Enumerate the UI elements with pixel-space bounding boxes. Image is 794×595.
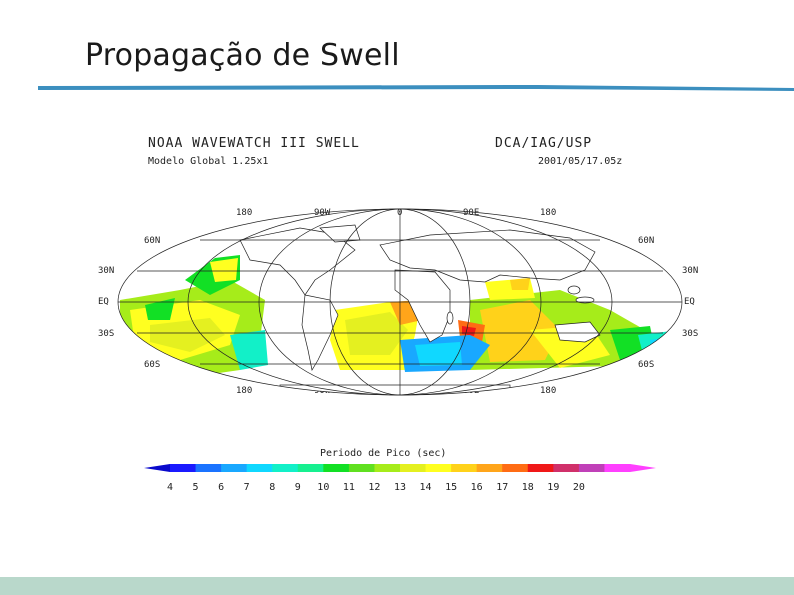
lat-label-right: 30N (682, 266, 699, 276)
colorbar-swatch (348, 464, 375, 472)
colorbar-tick-label: 14 (420, 482, 432, 493)
graticule (117, 208, 683, 396)
footer-band (0, 577, 794, 595)
lon-label-top: 180 (236, 208, 253, 218)
slide-title: Propagação de Swell (85, 38, 400, 73)
colorbar-swatch (476, 464, 503, 472)
colorbar-swatch (170, 464, 197, 472)
map-header-right: DCA/IAG/USP (495, 136, 593, 151)
lat-label-left: 60S (144, 360, 161, 370)
colorbar-arrow-left (144, 464, 170, 472)
colorbar-swatch (323, 464, 350, 472)
colorbar-swatch (195, 464, 222, 472)
lon-label-top: 180 (540, 208, 557, 218)
colorbar-swatch (451, 464, 478, 472)
colorbar-swatch (578, 464, 605, 472)
colorbar-tick-label: 8 (269, 482, 275, 493)
swell-field-pacific-north (185, 255, 240, 295)
colorbar-swatch (400, 464, 427, 472)
colorbar-arrow-right (630, 464, 656, 472)
world-map (117, 208, 683, 396)
colorbar-swatch (425, 464, 452, 472)
colorbar-swatch (527, 464, 554, 472)
colorbar-tick-label: 16 (471, 482, 483, 493)
colorbar-tick-label: 18 (522, 482, 534, 493)
map-model-label: Modelo Global 1.25x1 (148, 156, 269, 167)
swell-field-atlantic (330, 300, 422, 370)
colorbar-swatch (553, 464, 580, 472)
colorbar-tick-label: 17 (496, 482, 508, 493)
colorbar-tick-label: 19 (547, 482, 559, 493)
colorbar: 4 5 6 7 8 9 10 11 12 13 14 15 16 17 18 19 20 (144, 464, 656, 493)
colorbar-tick-label: 6 (218, 482, 224, 493)
colorbar-swatch (604, 464, 631, 472)
colorbar-swatch (297, 464, 324, 472)
swell-field-north-indian (485, 278, 535, 300)
colorbar-tick-label: 7 (244, 482, 250, 493)
colorbar-title: Periodo de Pico (sec) (320, 448, 447, 459)
title-divider (38, 85, 794, 91)
colorbar-tick-label: 10 (317, 482, 329, 493)
lat-label-left: 30S (98, 329, 115, 339)
lat-label-right: 30S (682, 329, 699, 339)
lat-label-right: 60N (638, 236, 655, 246)
swell-field-pacific-south (120, 280, 268, 380)
colorbar-swatch (272, 464, 299, 472)
lat-label-right: 60S (638, 360, 655, 370)
lon-label-bottom: 180 (236, 386, 253, 396)
map-datetime: 2001/05/17.05z (538, 156, 623, 167)
colorbar-tick-label: 5 (193, 482, 199, 493)
colorbar-tick-label: 12 (368, 482, 380, 493)
lat-label-left: 30N (98, 266, 115, 276)
colorbar-swatch (374, 464, 401, 472)
map-header-left: NOAA WAVEWATCH III SWELL (148, 136, 360, 151)
swell-figure: NOAA WAVEWATCH III SWELL DCA/IAG/USP Mod… (90, 130, 710, 500)
colorbar-tick-label: 13 (394, 482, 406, 493)
colorbar-tick-label: 15 (445, 482, 457, 493)
lat-label-right: EQ (684, 297, 695, 307)
colorbar-tick-label: 9 (295, 482, 301, 493)
lat-label-left: 60N (144, 236, 161, 246)
colorbar-swatch (246, 464, 273, 472)
colorbar-tick-label: 20 (573, 482, 585, 493)
lon-label-bottom: 180 (540, 386, 557, 396)
colorbar-swatch (221, 464, 248, 472)
lat-label-left: EQ (98, 297, 109, 307)
colorbar-tick-label: 4 (167, 482, 173, 493)
lon-label-top: 90E (463, 208, 480, 218)
colorbar-tick-label: 11 (343, 482, 355, 493)
lon-label-top: 90W (314, 208, 331, 218)
colorbar-swatch (502, 464, 529, 472)
